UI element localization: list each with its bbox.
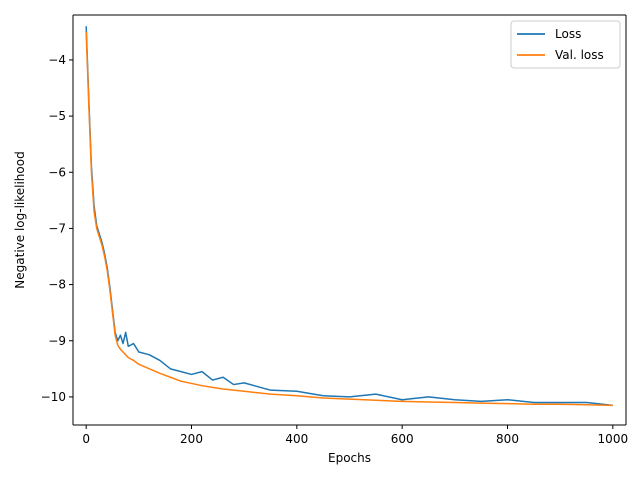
y-tick-label: −9 <box>48 334 66 348</box>
y-tick-label: −7 <box>48 221 66 235</box>
y-tick-label: −10 <box>41 390 66 404</box>
axes-layer <box>72 14 627 426</box>
legend: Loss Val. loss <box>510 20 621 69</box>
plot-area <box>73 15 626 425</box>
y-tick-label: −4 <box>48 53 66 67</box>
y-tick-label: −6 <box>48 165 66 179</box>
x-tick-label: 0 <box>82 432 90 446</box>
y-tick-label: −5 <box>48 109 66 123</box>
legend-label-loss: Loss <box>555 27 581 41</box>
x-tick-label: 800 <box>496 432 519 446</box>
x-tick-label: 200 <box>180 432 203 446</box>
y-axis-label: Negative log-likelihood <box>13 151 27 288</box>
x-axis-label: Epochs <box>328 451 371 465</box>
y-tick-label: −8 <box>48 278 66 292</box>
legend-label-val-loss: Val. loss <box>555 48 604 62</box>
x-tick-label: 600 <box>391 432 414 446</box>
series-layer <box>85 26 613 407</box>
ticks-layer: 0 200 400 600 800 1000 −10 −9 −8 −7 −6 −5 −4 <box>41 53 628 446</box>
series-line-val-loss <box>85 31 613 407</box>
plot-background <box>73 15 626 425</box>
x-tick-label: 400 <box>285 432 308 446</box>
legend-box <box>510 20 621 69</box>
x-tick-label: 1000 <box>598 432 629 446</box>
